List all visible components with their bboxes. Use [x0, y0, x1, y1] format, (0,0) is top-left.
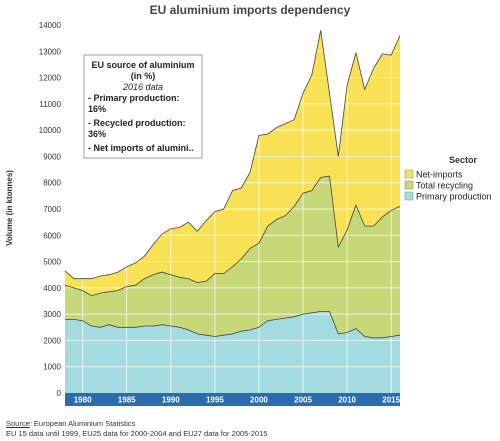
y-tick-label: 3000	[43, 310, 61, 319]
annotation-unit: (in %)	[131, 71, 156, 81]
footnote: EU 15 data until 1999, EU25 data for 200…	[6, 429, 268, 438]
annotation-item-recycled-value: 36%	[88, 129, 106, 139]
annotation-item-recycled-label: - Recycled production:	[88, 118, 186, 128]
y-tick-label: 11000	[39, 100, 61, 109]
y-tick-label: 4000	[43, 284, 61, 293]
series-line-primary-production	[65, 311, 401, 339]
legend-swatch	[404, 169, 414, 179]
x-tick-label: 1990	[162, 396, 180, 405]
y-tick-label: 13000	[39, 47, 62, 56]
area-primary-production	[65, 311, 400, 393]
x-tick-label: 2015	[382, 396, 400, 405]
annotation-item-imports-label: - Net imports of alumini..	[88, 143, 194, 153]
area-total-recycling	[65, 176, 400, 338]
y-tick-label: 8000	[43, 179, 61, 188]
legend-title: Sector	[449, 155, 478, 165]
legend-label: Primary production	[416, 192, 492, 202]
y-tick-label: 14000	[39, 21, 62, 30]
x-tick-label: 1980	[74, 396, 92, 405]
annotation-item-primary-value: 16%	[88, 104, 106, 114]
legend-label: Total recycling	[416, 181, 473, 191]
y-tick-label: 6000	[43, 231, 61, 240]
source-line: Source: European Aluminium Statistics	[6, 419, 135, 428]
annotation-box-frame	[83, 54, 203, 159]
x-tick-labels: 1980 1985 1990 1995 2000 2005 2010 2015	[74, 396, 401, 405]
y-tick-label: 12000	[39, 74, 62, 83]
x-tick-label: 2000	[250, 396, 268, 405]
legend-swatch	[404, 180, 414, 190]
source-link[interactable]: Source	[6, 419, 30, 428]
y-tick-labels: 0 1000 2000 3000 4000 5000 6000 7000 8000 9000 100…	[39, 21, 62, 398]
chart: EU aluminium imports dependency Volume (…	[5, 3, 492, 406]
legend-swatch	[404, 191, 414, 201]
annotation-heading: EU source of aluminium	[91, 60, 194, 70]
series-line-total-recycling	[64, 175, 401, 297]
area-net-imports	[65, 30, 400, 296]
source-text: : European Aluminium Statistics	[29, 419, 136, 428]
y-tick-label: 2000	[43, 336, 61, 345]
x-tick-label: 1985	[118, 396, 136, 405]
series-line-net-imports	[64, 30, 401, 280]
y-tick-label: 5000	[43, 258, 61, 267]
annotation-item-primary-label: - Primary production:	[88, 93, 180, 103]
chart-title: EU aluminium imports dependency	[150, 3, 351, 17]
x-axis-band	[65, 393, 400, 406]
x-tick-label: 2005	[294, 396, 312, 405]
y-axis-label: Volume (in ktonnes)	[5, 170, 14, 246]
x-tick-label: 1995	[206, 396, 224, 405]
y-tick-label: 9000	[43, 152, 61, 161]
annotation-box: EU source of aluminium (in %) 2016 data …	[83, 54, 203, 159]
annotation-subtitle: 2016 data	[122, 82, 163, 92]
x-tick-label: 2010	[338, 396, 356, 405]
y-tick-label: 7000	[43, 205, 61, 214]
legend-label: Net-imports	[416, 170, 463, 180]
y-tick-label: 10000	[39, 126, 62, 135]
y-tick-label: 1000	[43, 363, 61, 372]
y-tick-label: 0	[57, 389, 62, 398]
